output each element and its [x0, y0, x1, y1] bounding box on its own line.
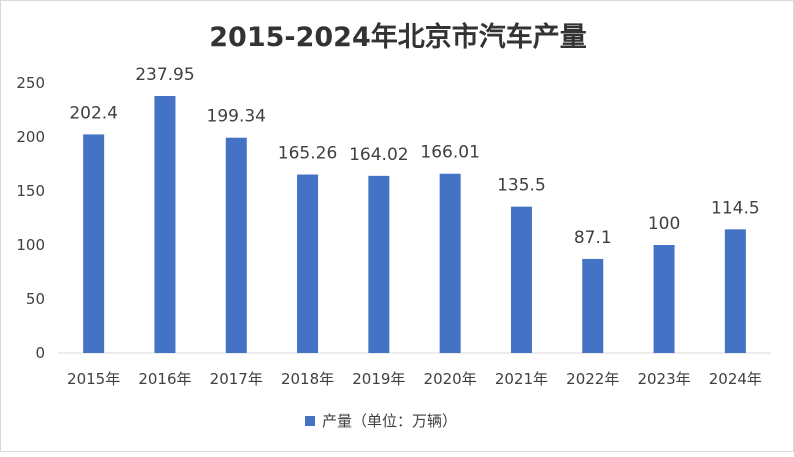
y-tick-label: 250 — [16, 74, 45, 92]
data-label: 135.5 — [497, 176, 546, 196]
data-label: 114.5 — [711, 198, 760, 218]
x-tick-label: 2015年 — [67, 370, 120, 388]
x-tick-label: 2021年 — [495, 370, 548, 388]
x-tick-label: 2019年 — [352, 370, 405, 388]
legend-label: 产量（单位：万辆） — [322, 412, 457, 430]
data-label: 87.1 — [574, 228, 612, 248]
y-tick-label: 0 — [35, 344, 45, 362]
x-tick-label: 2022年 — [566, 370, 619, 388]
x-tick-label: 2023年 — [637, 370, 690, 388]
bar — [653, 245, 675, 353]
bar — [297, 174, 319, 353]
y-tick-label: 150 — [16, 182, 45, 200]
bar — [439, 173, 461, 353]
bar — [225, 137, 247, 353]
x-tick-label: 2024年 — [709, 370, 762, 388]
data-label: 164.02 — [349, 145, 408, 165]
x-tick-label: 2020年 — [424, 370, 477, 388]
data-label: 202.4 — [69, 103, 118, 123]
bar — [582, 258, 604, 353]
x-axis-ticks: 2015年 2016年 2017年 2018年 2019年 2020年 2021年 2022年… — [67, 370, 762, 388]
legend: 产量（单位：万辆） — [305, 412, 457, 430]
legend-swatch — [305, 416, 315, 426]
data-label: 100 — [648, 214, 680, 234]
bar — [83, 134, 105, 353]
x-tick-label: 2016年 — [138, 370, 191, 388]
x-tick-label: 2018年 — [281, 370, 334, 388]
data-labels: 202.4 237.95 199.34 165.26 164.02 166.01 135.5… — [69, 65, 759, 248]
chart-title: 2015-2024年北京市汽车产量 — [209, 21, 587, 53]
data-label: 237.95 — [135, 65, 194, 85]
bar — [368, 175, 390, 353]
data-label: 165.26 — [278, 144, 337, 164]
y-axis-ticks: 0 50 100 150 200 250 — [16, 74, 45, 362]
y-tick-label: 200 — [16, 128, 45, 146]
y-tick-label: 100 — [16, 236, 45, 254]
bar — [154, 96, 176, 353]
data-label: 199.34 — [207, 107, 266, 127]
y-tick-label: 50 — [26, 290, 45, 308]
bar — [724, 229, 746, 353]
x-tick-label: 2017年 — [210, 370, 263, 388]
data-label: 166.01 — [420, 143, 479, 163]
bars — [83, 96, 746, 353]
bar — [510, 206, 532, 353]
